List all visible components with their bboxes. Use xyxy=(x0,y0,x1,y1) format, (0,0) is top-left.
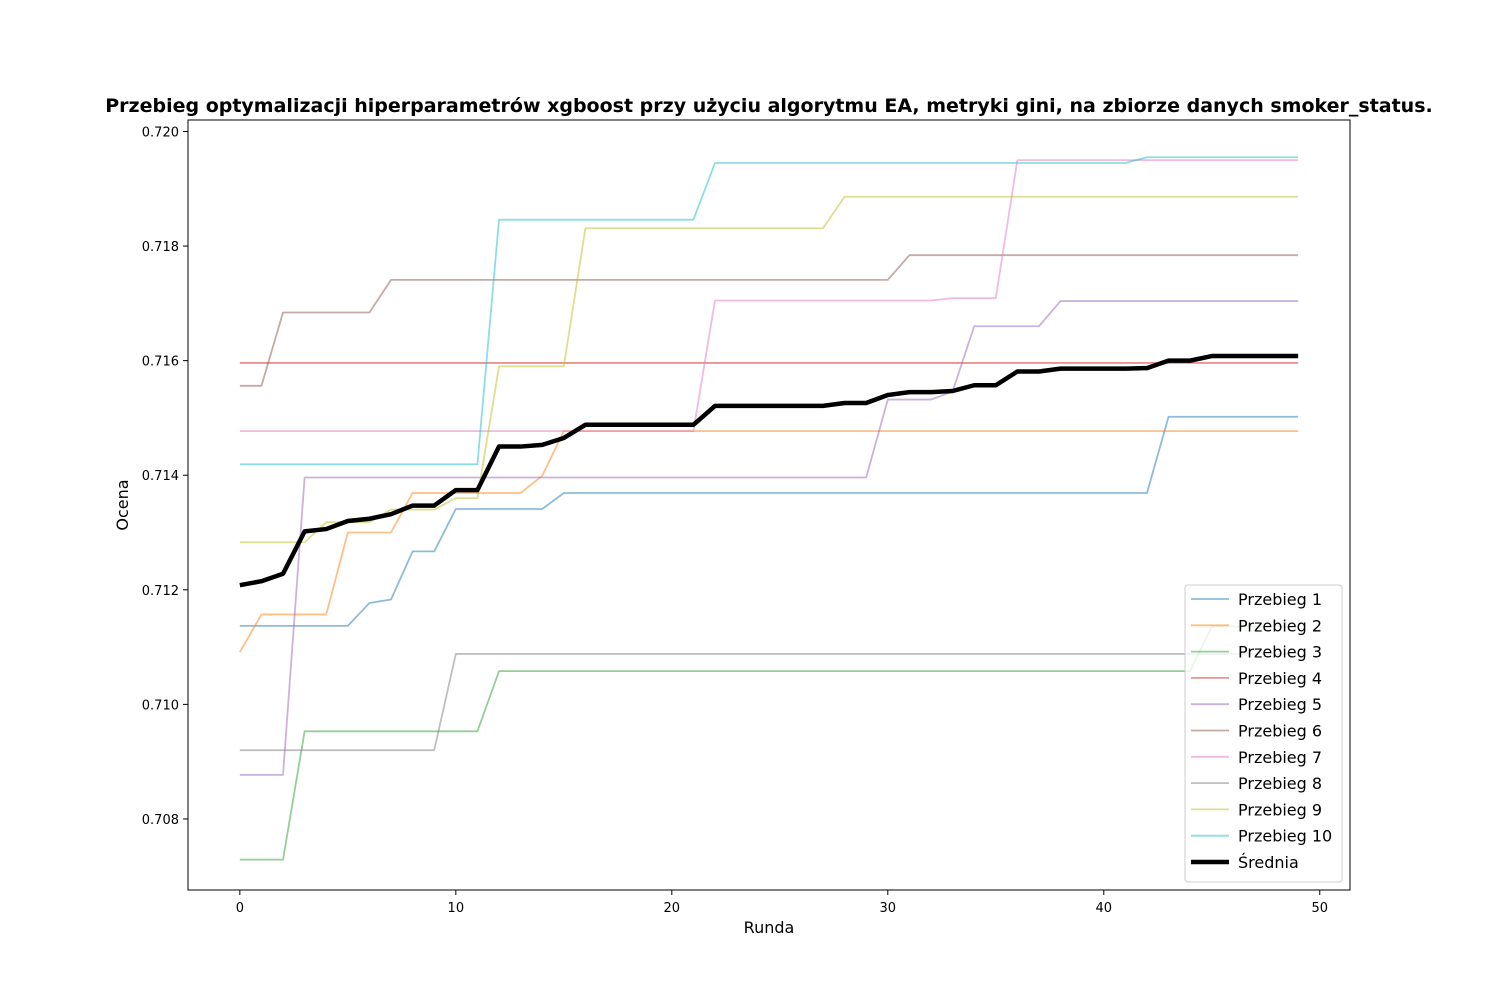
series-line-2 xyxy=(239,430,1299,653)
legend-label: Przebieg 4 xyxy=(1238,669,1322,688)
plot-area xyxy=(188,120,1350,890)
legend-label: Średnia xyxy=(1238,853,1299,872)
x-tick-label: 40 xyxy=(1096,901,1113,916)
series-line-9 xyxy=(239,195,1299,544)
y-tick-label: 0.710 xyxy=(142,698,179,713)
y-axis-ticks: 0.708 0.710 0.712 0.714 0.716 0.718 0.720 xyxy=(142,125,188,828)
series-line-8 xyxy=(239,653,1299,752)
legend-box xyxy=(1184,584,1343,883)
y-tick-label: 0.716 xyxy=(142,355,179,370)
series-line-6 xyxy=(239,254,1299,387)
legend: Przebieg 1 Przebieg 2 Przebieg 3 Przebieg 4… xyxy=(1184,584,1343,883)
y-tick-label: 0.720 xyxy=(142,125,179,140)
y-axis-label: Ocena xyxy=(113,479,132,530)
series-line-10 xyxy=(239,156,1299,466)
series-line-7 xyxy=(239,159,1299,432)
y-tick-label: 0.708 xyxy=(142,813,179,828)
series-line-3 xyxy=(239,625,1299,861)
chart-title: Przebieg optymalizacji hiperparametrów x… xyxy=(105,95,1433,117)
x-tick-label: 30 xyxy=(880,901,897,916)
legend-label: Przebieg 6 xyxy=(1238,722,1322,741)
y-tick-label: 0.712 xyxy=(142,584,179,599)
x-tick-label: 50 xyxy=(1311,901,1328,916)
legend-label: Przebieg 7 xyxy=(1238,748,1322,767)
legend-label: Przebieg 9 xyxy=(1238,800,1322,819)
series-line-5 xyxy=(239,300,1299,776)
y-tick-label: 0.718 xyxy=(142,240,179,255)
legend-label: Przebieg 3 xyxy=(1238,643,1322,662)
x-axis-label: Runda xyxy=(744,918,795,937)
legend-label: Przebieg 10 xyxy=(1238,827,1332,846)
x-tick-label: 10 xyxy=(448,901,465,916)
x-tick-label: 20 xyxy=(664,901,681,916)
series-line-1 xyxy=(239,415,1299,627)
plot-frame xyxy=(187,119,1351,891)
series-line-11 xyxy=(239,353,1299,588)
legend-label: Przebieg 1 xyxy=(1238,590,1322,609)
legend-label: Przebieg 5 xyxy=(1238,695,1322,714)
series-layer xyxy=(239,156,1299,861)
y-tick-label: 0.714 xyxy=(142,469,179,484)
x-axis-ticks: 0 10 20 30 40 50 xyxy=(236,890,1328,916)
legend-label: Przebieg 8 xyxy=(1238,774,1322,793)
legend-label: Przebieg 2 xyxy=(1238,616,1322,635)
x-tick-label: 0 xyxy=(236,901,244,916)
